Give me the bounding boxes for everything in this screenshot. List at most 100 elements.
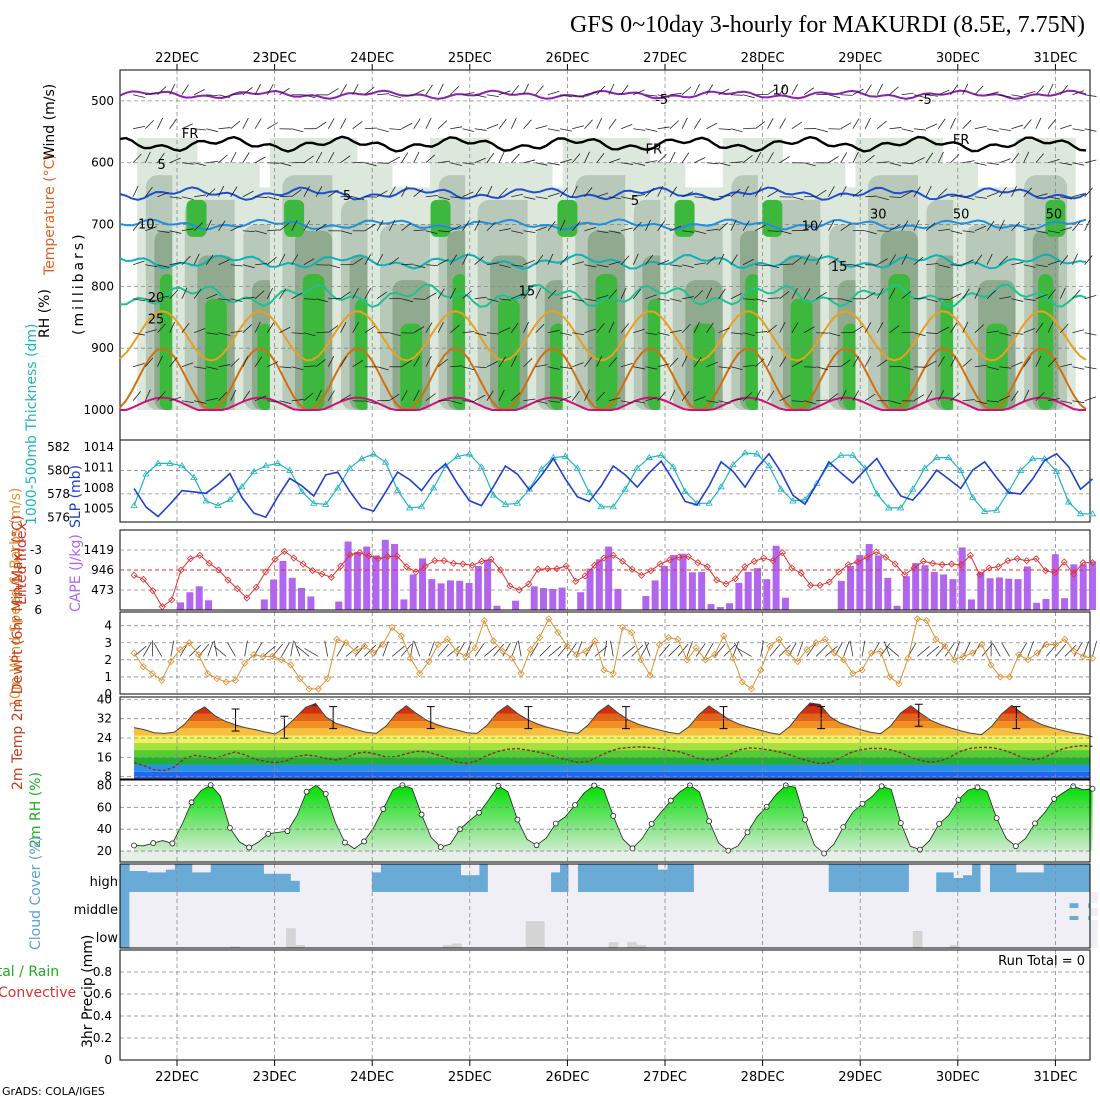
cloud-gap-high xyxy=(935,864,946,873)
wind-barb xyxy=(450,324,460,334)
wind-barb xyxy=(755,358,765,368)
wind-barb xyxy=(303,365,316,368)
rh-point xyxy=(131,842,137,849)
wind-barb xyxy=(669,264,682,267)
wind-barb xyxy=(425,292,437,300)
wind-barb xyxy=(864,291,876,300)
cape-bar xyxy=(1061,598,1069,610)
cloud-gap-low xyxy=(654,920,665,948)
cloud-gap-high xyxy=(765,864,776,892)
wind-barb xyxy=(193,288,202,299)
wind-barb xyxy=(828,94,841,99)
lifted-index-point xyxy=(525,580,533,588)
lifted-index-point xyxy=(872,548,880,556)
wind-speed-point xyxy=(443,635,451,643)
lifted-index-point xyxy=(196,551,204,559)
thickness-point xyxy=(897,504,905,511)
cloud-gap-middle xyxy=(458,892,469,920)
cloud-gap-low xyxy=(756,920,766,948)
cloud-gap-low xyxy=(866,920,877,948)
cloud-gap-low xyxy=(534,920,545,922)
cloud-gap-low xyxy=(359,920,370,948)
rh-point xyxy=(821,850,828,857)
wind-barb xyxy=(1011,221,1021,232)
ylabel-lifted-index: Lifted Index xyxy=(14,523,30,605)
wind-barb xyxy=(743,364,756,368)
thickness-point xyxy=(501,500,510,507)
wind-barb-10m xyxy=(133,645,147,657)
cloud-gap-low xyxy=(396,920,407,948)
cloud-gap-low xyxy=(516,920,527,948)
cloud-gap-low xyxy=(212,920,223,948)
lifted-index-point xyxy=(139,575,148,583)
wind-barb-10m xyxy=(659,643,670,657)
wind-barb xyxy=(1084,332,1097,336)
wind-speed-point xyxy=(923,616,931,625)
wind-barb xyxy=(352,322,359,333)
wind-barb-10m xyxy=(548,645,562,657)
cape-bar xyxy=(856,555,864,610)
wind-barb xyxy=(633,400,646,404)
wind-barb xyxy=(1011,332,1024,335)
wind-barb xyxy=(571,390,580,401)
cloud-gap-middle xyxy=(890,892,901,920)
wind-barb-10m xyxy=(290,640,294,657)
ylabel-temperature: Temperature (°C) xyxy=(42,154,58,276)
wind-barb xyxy=(608,230,621,234)
wind-barb xyxy=(559,332,572,336)
rh-area xyxy=(134,785,1093,854)
lifted-index-point xyxy=(863,553,871,561)
cape-bar xyxy=(772,545,780,610)
wind-barb xyxy=(194,194,207,198)
rh-ytick: 80 xyxy=(97,778,112,792)
cloud-gap-high xyxy=(469,864,480,876)
cloud-gap-high xyxy=(747,864,758,892)
cloud-gap-low xyxy=(829,920,840,948)
cloud-gap-middle xyxy=(260,892,271,920)
thickness-point xyxy=(489,491,498,498)
cape-bar xyxy=(874,555,882,610)
wind-barb xyxy=(145,298,158,302)
precip-panel: 00.20.40.60.8 xyxy=(93,949,1091,1067)
thickness-point xyxy=(1052,467,1061,475)
wind-barb xyxy=(1011,185,1017,197)
thickness-ytick: 576 xyxy=(47,510,70,524)
wind-barb xyxy=(389,128,402,131)
wind-barb xyxy=(755,224,766,232)
wind-barb xyxy=(572,261,584,266)
wind-barb-10m xyxy=(603,640,608,657)
wind-barb xyxy=(511,392,521,402)
wind-speed-point xyxy=(637,656,645,664)
day-label-bottom: 30DEC xyxy=(936,1070,980,1085)
lifted-index-point xyxy=(496,566,505,574)
wind-barb xyxy=(803,87,815,96)
cape-bar xyxy=(493,605,501,610)
cloud-gap-middle xyxy=(195,892,206,920)
wind-barb xyxy=(742,258,754,266)
cape-bar xyxy=(260,599,268,610)
wind-barb xyxy=(1084,159,1097,164)
wind-barb xyxy=(730,94,743,96)
wind-barb xyxy=(206,188,216,198)
wind-barb xyxy=(767,190,779,198)
cloud-gap-low xyxy=(378,920,388,948)
wind-barb xyxy=(1023,187,1032,197)
cape-bar xyxy=(605,546,613,610)
wind-barb xyxy=(1072,400,1085,404)
wind-barb xyxy=(974,324,985,334)
wind-barb xyxy=(913,157,925,164)
lifted-index-point xyxy=(891,560,899,568)
wind-barb xyxy=(657,260,670,266)
wind-barb-10m xyxy=(511,641,518,657)
temp-ytick: 16 xyxy=(97,750,112,764)
thickness-point xyxy=(345,464,354,471)
wind-barb xyxy=(315,223,327,232)
lifted-index-point xyxy=(929,559,937,567)
wind-speed-point xyxy=(434,640,442,649)
cloud-gap-middle xyxy=(345,892,356,920)
wind-barb xyxy=(413,118,421,129)
wind-barb xyxy=(267,196,279,201)
wind-barb xyxy=(791,196,804,201)
wind-barb xyxy=(779,263,792,266)
wind-speed-point xyxy=(453,647,461,655)
